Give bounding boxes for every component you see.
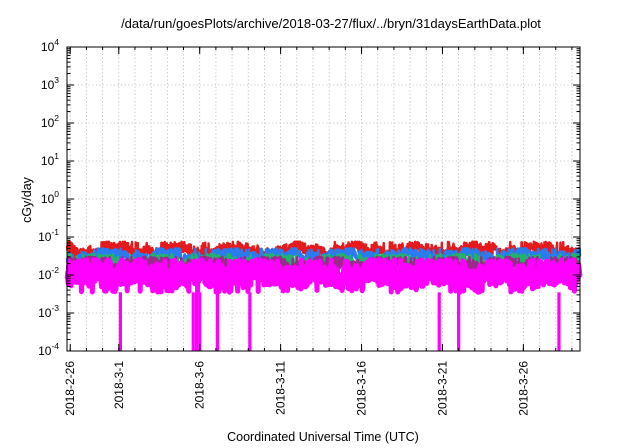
dropout-spike: [457, 292, 461, 351]
x-tick-label: 2018-3-16: [355, 361, 369, 416]
dropout-spike: [194, 292, 199, 351]
x-tick-label: 2018-3-6: [193, 361, 207, 409]
x-tick-label: 2018-3-21: [435, 361, 449, 416]
x-axis-label: Coordinated Universal Time (UTC): [227, 430, 419, 444]
dropout-spike: [248, 292, 252, 351]
y-tick-label: 101: [41, 151, 59, 168]
dropout-spike: [215, 292, 220, 351]
y-tick-label: 10-4: [38, 341, 59, 358]
x-tick-label: 2018-2-26: [63, 361, 77, 416]
data-series: [64, 240, 583, 351]
y-tick-label: 104: [41, 37, 59, 54]
y-tick-label: 10-2: [38, 265, 59, 282]
dropout-spike: [191, 292, 195, 351]
x-tick-label: 2018-3-26: [516, 361, 530, 416]
y-axis: 10-4 10-3 10-2 10-1 100 101 102 103 104: [38, 37, 580, 358]
dropout-spike: [557, 292, 561, 351]
x-tick-label: 2018-3-1: [112, 361, 126, 409]
gridlines: [67, 47, 580, 351]
x-tick-label: 2018-3-11: [274, 361, 288, 415]
y-tick-label: 10-3: [38, 303, 59, 320]
y-tick-label: 103: [41, 75, 59, 92]
chart-title: /data/run/goesPlots/archive/2018-03-27/f…: [121, 16, 541, 31]
series-line: [64, 257, 583, 295]
y-tick-label: 102: [41, 113, 59, 130]
dropout-spike: [437, 292, 441, 351]
y-axis-label: cGy/day: [20, 176, 34, 223]
dropout-spike: [198, 292, 202, 351]
x-axis: 2018-2-26 2018-3-1 2018-3-6 2018-3-11 2018-3…: [63, 47, 573, 416]
y-tick-label: 10-1: [38, 227, 59, 244]
y-tick-label: 100: [41, 189, 59, 206]
dropout-spike: [118, 292, 123, 351]
